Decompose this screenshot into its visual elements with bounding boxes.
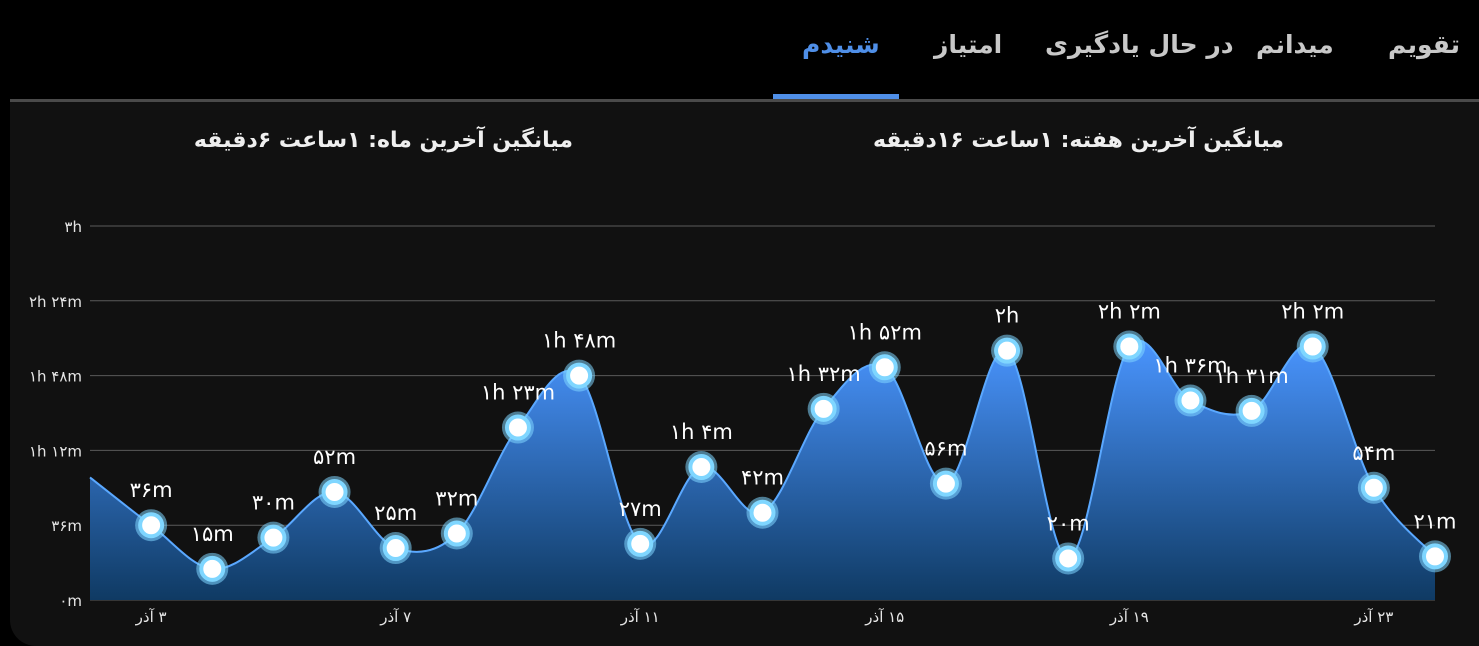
tab-bar: تقویم میدانم در حال یادگیری امتیاز شنیدم — [0, 0, 1479, 100]
week-average: میانگین آخرین هفته: ۱ساعت ۱۶دقیقه — [872, 128, 1284, 153]
y-tick-label: ۱h ۱۲m — [29, 442, 82, 460]
data-point — [1238, 397, 1265, 424]
y-tick-label: ۰m — [59, 592, 82, 610]
data-label: ۲۵m — [374, 501, 417, 525]
data-point — [1055, 545, 1082, 572]
data-point — [810, 395, 837, 422]
x-tick-label: ۱۱ آذر — [620, 608, 660, 626]
data-label: ۲۷m — [619, 497, 662, 521]
data-point — [138, 512, 165, 539]
x-tick-label: ۳ آذر — [135, 608, 167, 626]
data-label: ۵۴m — [1352, 441, 1395, 465]
data-label: ۲۱m — [1413, 509, 1456, 533]
tab-divider — [10, 99, 1479, 102]
data-label: ۱h ۳۶m — [1153, 354, 1227, 378]
data-point — [1177, 387, 1204, 414]
data-label: ۱h ۲۳m — [481, 381, 555, 405]
data-point — [321, 478, 348, 505]
data-point — [504, 414, 531, 441]
data-point — [749, 499, 776, 526]
data-label: ۲۰m — [1047, 511, 1090, 535]
data-label: ۱h ۵۲m — [848, 320, 922, 344]
data-point — [688, 454, 715, 481]
data-label: ۲h — [995, 304, 1020, 328]
tab-score[interactable]: امتیاز — [934, 30, 1003, 59]
data-point — [382, 535, 409, 562]
data-label: ۱h ۴m — [670, 420, 733, 444]
data-point — [1299, 333, 1326, 360]
data-label: ۲h ۲m — [1281, 300, 1344, 324]
data-label: ۳۶m — [130, 478, 173, 502]
y-tick-label: ۳۶m — [51, 517, 82, 535]
data-label: ۵۲m — [313, 445, 356, 469]
data-point — [443, 520, 470, 547]
data-label: ۳۲m — [435, 487, 478, 511]
data-point — [1360, 474, 1387, 501]
x-tick-label: ۱۵ آذر — [864, 608, 904, 626]
data-point — [199, 555, 226, 582]
y-tick-label: ۲h ۲۴m — [29, 293, 82, 311]
data-point — [1116, 333, 1143, 360]
data-label: ۳۰m — [252, 491, 295, 515]
data-point — [566, 362, 593, 389]
x-tick-label: ۱۹ آذر — [1109, 608, 1149, 626]
data-label: ۵۶m — [924, 437, 967, 461]
tab-calendar[interactable]: تقویم — [1388, 30, 1461, 59]
data-point — [871, 354, 898, 381]
tab-listened[interactable]: شنیدم — [802, 30, 880, 59]
data-point — [1422, 543, 1448, 570]
data-label: ۱h ۴۸m — [542, 329, 616, 353]
data-label: ۱۵m — [191, 522, 234, 546]
data-label: ۴۲m — [741, 466, 784, 490]
data-point — [932, 470, 959, 497]
y-tick-label: ۳h — [64, 218, 82, 236]
data-point — [994, 337, 1021, 364]
data-point — [260, 524, 287, 551]
data-label: ۱h ۳۱m — [1214, 364, 1288, 388]
area-fill — [90, 340, 1435, 600]
active-tab-indicator — [773, 94, 899, 99]
x-tick-label: ۷ آذر — [379, 608, 411, 626]
month-average: میانگین آخرین ماه: ۱ساعت ۶دقیقه — [193, 128, 573, 153]
data-label: ۱h ۳۲m — [786, 362, 860, 386]
tab-known[interactable]: میدانم — [1256, 30, 1334, 59]
y-tick-label: ۱h ۴۸m — [29, 368, 82, 386]
x-tick-label: ۲۳ آذر — [1353, 608, 1393, 626]
data-label: ۲h ۲m — [1098, 300, 1161, 324]
tab-learning[interactable]: در حال یادگیری — [1045, 30, 1234, 59]
data-point — [627, 530, 654, 557]
